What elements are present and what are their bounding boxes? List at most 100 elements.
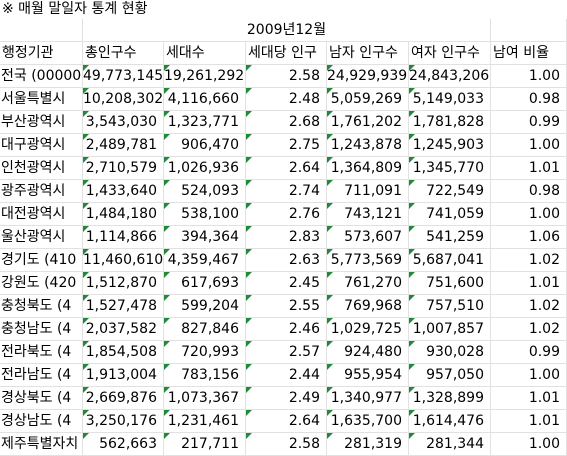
cell-total-pop[interactable]: 10,208,302 [83,88,164,111]
cell-male-pop[interactable]: 711,091 [327,180,409,203]
cell-region[interactable]: 경상남도 (4 [0,410,83,433]
cell-pop-per-household[interactable]: 2.75 [246,134,327,157]
cell-total-pop[interactable]: 562,663 [83,433,164,456]
cell-female-pop[interactable]: 24,843,206 [409,65,491,88]
cell-households[interactable]: 538,100 [164,203,246,226]
header-female-pop[interactable]: 여자 인구수 [409,42,491,65]
cell-households[interactable]: 524,093 [164,180,246,203]
cell-female-pop[interactable]: 930,028 [409,341,491,364]
cell-male-pop[interactable]: 5,059,269 [327,88,409,111]
header-male-pop[interactable]: 남자 인구수 [327,42,409,65]
cell-total-pop[interactable]: 1,114,866 [83,226,164,249]
cell-sex-ratio[interactable]: 1.02 [491,295,567,318]
cell-region[interactable]: 충청북도 (4 [0,295,83,318]
cell-total-pop[interactable]: 2,669,876 [83,387,164,410]
cell-female-pop[interactable]: 1,781,828 [409,111,491,134]
cell-sex-ratio[interactable]: 0.98 [491,180,567,203]
header-households[interactable]: 세대수 [164,42,246,65]
cell-female-pop[interactable]: 751,600 [409,272,491,295]
cell-pop-per-household[interactable]: 2.46 [246,318,327,341]
cell-households[interactable]: 599,204 [164,295,246,318]
cell-region[interactable]: 경기도 (410 [0,249,83,272]
cell-sex-ratio[interactable]: 0.99 [491,341,567,364]
cell-households[interactable]: 906,470 [164,134,246,157]
cell-region[interactable]: 전라북도 (4 [0,341,83,364]
cell-pop-per-household[interactable]: 2.74 [246,180,327,203]
cell-female-pop[interactable]: 1,345,770 [409,157,491,180]
cell-sex-ratio[interactable]: 0.98 [491,88,567,111]
cell-male-pop[interactable]: 743,121 [327,203,409,226]
cell-female-pop[interactable]: 541,259 [409,226,491,249]
cell-male-pop[interactable]: 281,319 [327,433,409,456]
cell-pop-per-household[interactable]: 2.63 [246,249,327,272]
cell-pop-per-household[interactable]: 2.68 [246,111,327,134]
cell-male-pop[interactable]: 924,480 [327,341,409,364]
cell-total-pop[interactable]: 3,543,030 [83,111,164,134]
cell-pop-per-household[interactable]: 2.57 [246,341,327,364]
cell-households[interactable]: 1,323,771 [164,111,246,134]
cell-pop-per-household[interactable]: 2.49 [246,387,327,410]
cell-female-pop[interactable]: 741,059 [409,203,491,226]
cell-total-pop[interactable]: 2,710,579 [83,157,164,180]
header-pop-per-household[interactable]: 세대당 인구 [246,42,327,65]
cell-region[interactable]: 울산광역시 [0,226,83,249]
cell-region[interactable]: 전국 (0000000 [0,65,83,88]
cell-total-pop[interactable]: 1,512,870 [83,272,164,295]
cell-total-pop[interactable]: 1,433,640 [83,180,164,203]
cell-male-pop[interactable]: 769,968 [327,295,409,318]
cell-region[interactable]: 대구광역시 [0,134,83,157]
cell-total-pop[interactable]: 2,489,781 [83,134,164,157]
cell-households[interactable]: 827,846 [164,318,246,341]
cell-households[interactable]: 217,711 [164,433,246,456]
cell-sex-ratio[interactable]: 0.99 [491,111,567,134]
cell-male-pop[interactable]: 24,929,939 [327,65,409,88]
cell-total-pop[interactable]: 11,460,610 [83,249,164,272]
cell-male-pop[interactable]: 1,029,725 [327,318,409,341]
cell-sex-ratio[interactable]: 1.01 [491,387,567,410]
cell-region[interactable]: 경상북도 (4 [0,387,83,410]
header-sex-ratio[interactable]: 남여 비율 [491,42,567,65]
header-total-pop[interactable]: 총인구수 [83,42,164,65]
cell-female-pop[interactable]: 757,510 [409,295,491,318]
cell-male-pop[interactable]: 1,635,700 [327,410,409,433]
cell-male-pop[interactable]: 761,270 [327,272,409,295]
cell-sex-ratio[interactable]: 1.00 [491,65,567,88]
empty-cell[interactable] [491,19,567,42]
cell-sex-ratio[interactable]: 1.00 [491,433,567,456]
cell-region[interactable]: 제주특별자치 [0,433,83,456]
cell-region[interactable]: 부산광역시 [0,111,83,134]
header-region[interactable]: 행정기관 [0,42,83,65]
cell-households[interactable]: 1,026,936 [164,157,246,180]
sheet-title[interactable]: ※ 매월 말일자 통계 현황 [2,1,148,17]
cell-region[interactable]: 전라남도 (4 [0,364,83,387]
cell-male-pop[interactable]: 1,364,809 [327,157,409,180]
cell-region[interactable]: 서울특별시 [0,88,83,111]
cell-male-pop[interactable]: 1,243,878 [327,134,409,157]
period-header[interactable]: 2009년12월 [83,19,491,42]
cell-households[interactable]: 4,116,660 [164,88,246,111]
cell-male-pop[interactable]: 1,761,202 [327,111,409,134]
cell-female-pop[interactable]: 957,050 [409,364,491,387]
cell-sex-ratio[interactable]: 1.00 [491,203,567,226]
cell-pop-per-household[interactable]: 2.64 [246,157,327,180]
cell-female-pop[interactable]: 5,149,033 [409,88,491,111]
cell-male-pop[interactable]: 1,340,977 [327,387,409,410]
cell-pop-per-household[interactable]: 2.58 [246,65,327,88]
cell-male-pop[interactable]: 955,954 [327,364,409,387]
cell-households[interactable]: 1,073,367 [164,387,246,410]
cell-pop-per-household[interactable]: 2.76 [246,203,327,226]
cell-households[interactable]: 19,261,292 [164,65,246,88]
cell-total-pop[interactable]: 2,037,582 [83,318,164,341]
empty-cell[interactable] [0,19,83,42]
cell-sex-ratio[interactable]: 1.00 [491,134,567,157]
cell-total-pop[interactable]: 1,527,478 [83,295,164,318]
cell-female-pop[interactable]: 281,344 [409,433,491,456]
cell-households[interactable]: 720,993 [164,341,246,364]
cell-region[interactable]: 광주광역시 [0,180,83,203]
cell-total-pop[interactable]: 1,484,180 [83,203,164,226]
cell-female-pop[interactable]: 1,614,476 [409,410,491,433]
cell-households[interactable]: 783,156 [164,364,246,387]
cell-region[interactable]: 인천광역시 [0,157,83,180]
cell-female-pop[interactable]: 5,687,041 [409,249,491,272]
cell-female-pop[interactable]: 1,245,903 [409,134,491,157]
